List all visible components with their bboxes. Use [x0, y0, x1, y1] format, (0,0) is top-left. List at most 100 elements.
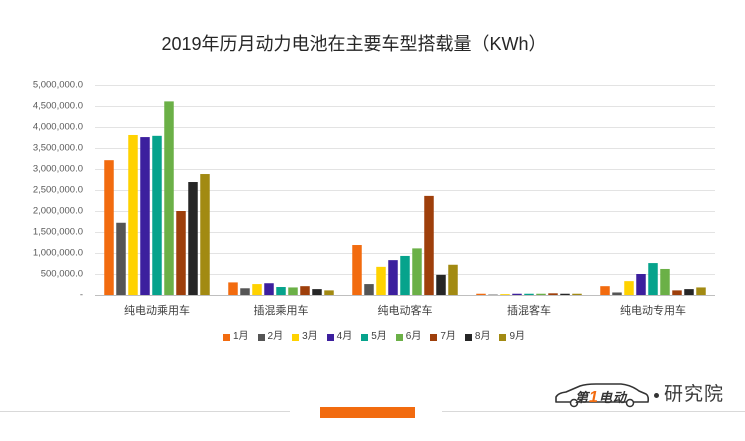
bar-series-5-category-4 — [524, 293, 534, 295]
bar-series-4-category-4 — [512, 293, 522, 295]
legend-item: 5月 — [361, 330, 387, 344]
legend-item: 7月 — [430, 330, 456, 344]
bar-series-2-category-3 — [364, 284, 374, 295]
bar-series-7-category-1 — [176, 211, 186, 295]
y-tick-label: 3,500,000.0 — [33, 143, 83, 154]
bar-series-6-category-1 — [164, 101, 174, 295]
bar-series-2-category-5 — [612, 292, 622, 295]
x-tick-label: 纯电动专用车 — [620, 303, 686, 317]
bar-series-6-category-5 — [660, 268, 670, 295]
bar-series-5-category-3 — [400, 255, 410, 295]
legend-label: 6月 — [405, 331, 422, 342]
legend: 1月 2月 3月 4月 5月 6月 7月 8月 9月 — [10, 330, 738, 344]
bar-series-8-category-1 — [188, 182, 198, 295]
footer-rule-right — [442, 411, 745, 412]
y-tick-label: 1,500,000.0 — [33, 227, 83, 238]
bar-series-7-category-2 — [300, 286, 310, 295]
logo-brand-part: 电动 — [598, 390, 627, 405]
bar-series-1-category-1 — [104, 160, 114, 295]
gridlines — [95, 85, 715, 275]
bar-series-6-category-2 — [288, 287, 298, 295]
bars — [104, 101, 706, 295]
legend-marker — [430, 333, 438, 341]
bar-series-7-category-5 — [672, 290, 682, 295]
legend-item: 8月 — [464, 330, 491, 344]
bar-series-1-category-2 — [228, 282, 238, 295]
logo-division-text: 研究院 — [664, 384, 725, 405]
x-tick-label: 纯电动客车 — [378, 303, 433, 317]
chart-title: 2019年历月动力电池在主要车型搭载量（KWh） — [161, 34, 547, 54]
legend-label: 3月 — [302, 331, 318, 342]
bar-series-4-category-3 — [388, 260, 398, 295]
legend-marker — [292, 333, 300, 341]
legend-marker — [361, 333, 369, 341]
bar-series-1-category-5 — [600, 286, 610, 295]
bar-series-4-category-2 — [264, 283, 274, 295]
brand-logo: 第1电动 研究院 — [553, 381, 735, 409]
x-axis-labels: 纯电动乘用车 插混乘用车 纯电动客车 插混客车 纯电动专用车 — [124, 303, 686, 317]
logo-brand-part: 第 — [575, 390, 590, 405]
y-tick-label: 5,000,000.0 — [33, 80, 83, 91]
bar-series-7-category-3 — [424, 195, 434, 295]
legend-label: 7月 — [440, 331, 456, 342]
x-tick-label: 纯电动乘用车 — [124, 303, 190, 317]
bar-series-5-category-1 — [152, 135, 162, 295]
bar-series-3-category-4 — [500, 294, 510, 295]
bar-series-3-category-1 — [128, 134, 138, 295]
separator-dot — [654, 393, 659, 398]
legend-item: 1月 — [222, 330, 249, 344]
legend-label: 4月 — [336, 331, 353, 342]
footer-rule-left — [0, 411, 290, 412]
y-tick-label: 4,000,000.0 — [33, 122, 83, 133]
car-icon — [555, 383, 650, 408]
bar-series-3-category-3 — [376, 266, 386, 295]
x-tick-label: 插混客车 — [507, 303, 551, 317]
bar-series-6-category-4 — [536, 293, 546, 295]
bar-series-9-category-3 — [448, 264, 458, 295]
bar-series-1-category-3 — [352, 245, 362, 295]
legend-marker — [222, 333, 230, 341]
y-tick-label: 2,500,000.0 — [33, 185, 83, 196]
y-tick-label: 1,000,000.0 — [33, 248, 83, 259]
bar-series-2-category-1 — [116, 222, 126, 295]
bar-series-2-category-2 — [240, 288, 250, 295]
legend-marker — [326, 333, 334, 341]
bar-series-8-category-5 — [684, 289, 694, 295]
bar-series-8-category-4 — [560, 293, 570, 295]
bar-series-4-category-5 — [636, 274, 646, 295]
bar-series-5-category-2 — [276, 287, 286, 295]
bar-series-8-category-3 — [436, 274, 446, 295]
bar-series-4-category-1 — [140, 137, 150, 295]
bar-series-3-category-2 — [252, 284, 262, 295]
legend-label: 8月 — [474, 331, 491, 342]
legend-item: 6月 — [395, 330, 422, 344]
bar-series-6-category-3 — [412, 248, 422, 295]
legend-item: 2月 — [257, 330, 283, 344]
footer-accent-block — [320, 407, 415, 418]
legend-item: 3月 — [292, 330, 318, 344]
y-tick-label: 2,000,000.0 — [33, 206, 83, 217]
bar-series-9-category-4 — [572, 293, 582, 295]
bar-series-9-category-1 — [200, 174, 210, 295]
logo-brand-number: 1 — [589, 389, 599, 406]
x-tick-label: 插混乘用车 — [254, 303, 309, 317]
legend-marker — [395, 333, 403, 341]
y-tick-label: 4,500,000.0 — [33, 101, 83, 112]
bar-series-8-category-2 — [312, 289, 322, 295]
bar-series-9-category-2 — [324, 290, 334, 295]
bar-series-5-category-5 — [648, 263, 658, 295]
legend-marker — [499, 333, 507, 341]
bar-series-7-category-4 — [548, 293, 558, 295]
legend-item: 4月 — [326, 330, 353, 344]
legend-label: 9月 — [509, 331, 526, 342]
legend-label: 1月 — [232, 331, 249, 342]
legend-item: 9月 — [499, 330, 525, 344]
logo-brand-text: 第1电动 — [575, 387, 627, 407]
bar-series-9-category-5 — [696, 287, 706, 295]
bar-series-3-category-5 — [624, 281, 634, 295]
legend-marker — [464, 333, 472, 341]
y-axis-labels: - 500,000.0 1,000,000.0 1,500,000.0 2,000,00… — [33, 80, 83, 301]
legend-marker — [257, 333, 265, 341]
y-tick-label: 500,000.0 — [41, 269, 83, 280]
